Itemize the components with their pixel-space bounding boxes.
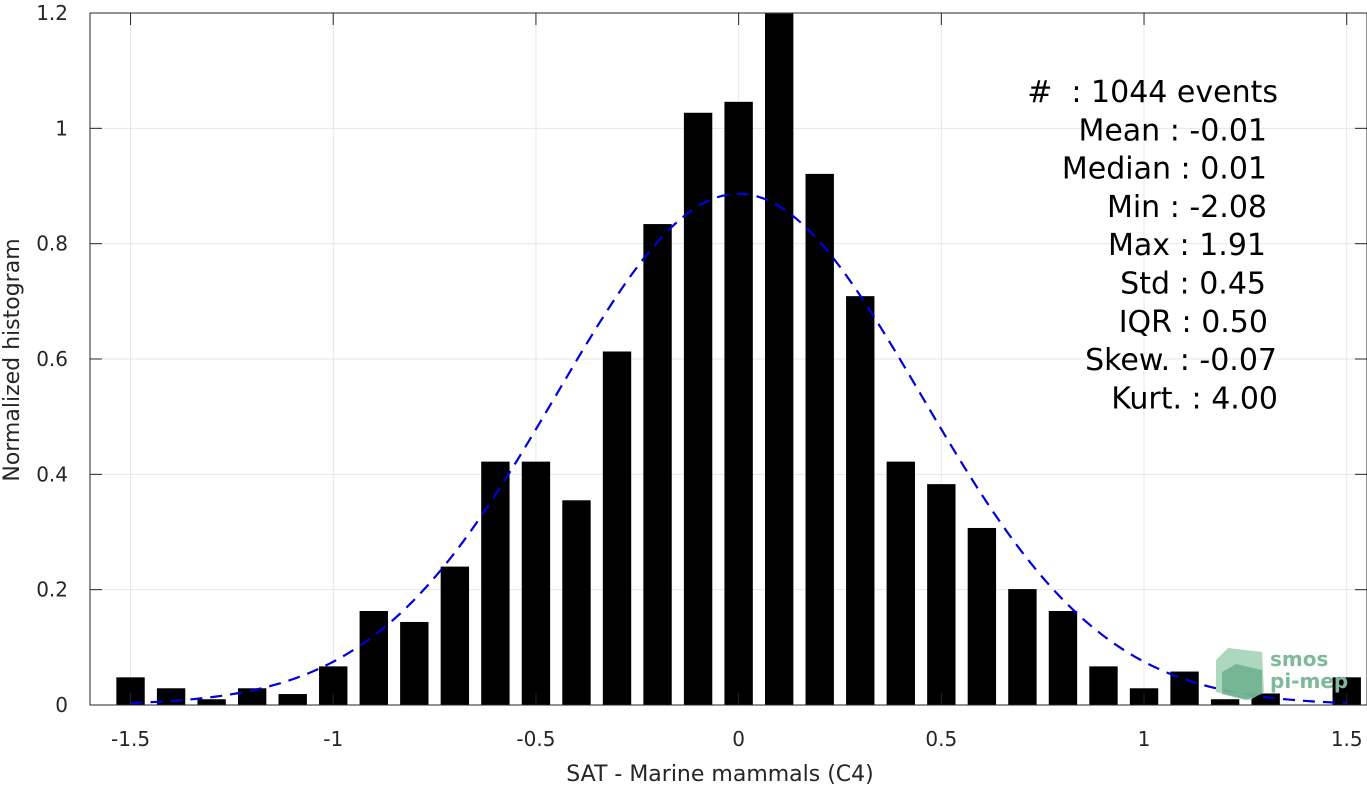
histogram-bar — [359, 611, 388, 705]
logo-mark-shade — [1222, 664, 1262, 700]
histogram-bar — [521, 461, 551, 705]
histogram-bar — [967, 527, 997, 705]
stat-line: Kurt. : 4.00 — [1111, 381, 1278, 416]
x-tick-label: -1 — [323, 727, 343, 751]
stat-line: Min : -2.08 — [1107, 190, 1267, 225]
x-tick-label: 0 — [732, 727, 745, 751]
logo-line1: smos — [1270, 647, 1328, 671]
x-tick-label: 1 — [1138, 727, 1151, 751]
stat-line: IQR : 0.50 — [1119, 305, 1268, 340]
histogram-bar — [562, 500, 591, 705]
histogram-bar — [846, 296, 875, 705]
histogram-bar — [440, 566, 470, 705]
y-tick-label: 1 — [55, 116, 68, 140]
x-tick-label: -0.5 — [516, 727, 555, 751]
x-axis-title: SAT - Marine mammals (C4) — [566, 762, 874, 785]
logo-line2: pi-mep — [1270, 669, 1348, 693]
histogram-bar — [481, 461, 510, 705]
stat-line: Skew. : -0.07 — [1085, 343, 1277, 378]
y-tick-label: 0.8 — [36, 232, 68, 256]
histogram-bar — [764, 13, 794, 706]
histogram-bar — [1048, 611, 1078, 705]
histogram-bar — [805, 173, 834, 705]
y-axis-title: Normalized histogram — [0, 238, 25, 481]
axes — [89, 12, 1367, 706]
stat-line: # : 1044 events — [1027, 75, 1278, 110]
y-tick-label: 0 — [55, 693, 68, 717]
histogram-bar — [1210, 699, 1240, 705]
histogram-bar — [278, 694, 307, 705]
histogram-bar — [1008, 589, 1037, 705]
x-tick-label: 0.5 — [925, 727, 957, 751]
fit-curve-line — [130, 192, 1347, 705]
histogram-bar — [1170, 671, 1199, 705]
x-tick-label: 1.5 — [1331, 727, 1363, 751]
histogram-bar — [1251, 693, 1280, 705]
smos-pimep-logo: smos pi-mep — [1216, 647, 1348, 700]
histogram-bar — [643, 224, 672, 705]
histogram-bar — [886, 461, 915, 705]
y-tick-label: 0.2 — [36, 578, 68, 602]
stat-line: Median : 0.01 — [1062, 152, 1267, 187]
histogram-bar — [237, 688, 267, 705]
y-tick-label: 0.6 — [36, 347, 68, 371]
stat-line: Max : 1.91 — [1108, 228, 1266, 263]
histogram-bar — [602, 351, 632, 705]
histogram-bar — [724, 101, 753, 706]
x-tick-label: -1.5 — [111, 727, 150, 751]
stat-line: Std : 0.45 — [1120, 267, 1266, 302]
gaussian-fit — [130, 192, 1347, 705]
y-tick-label: 1.2 — [36, 1, 68, 25]
histogram-bar — [1089, 666, 1118, 705]
tick-labels: -1.5 -1 -0.5 0 0.5 1 1.5 0 0.2 0.4 0.6 0.8 1 1.2 — [36, 1, 1362, 751]
histogram-bar — [400, 621, 429, 705]
stat-line: Mean : -0.01 — [1078, 113, 1267, 148]
y-tick-label: 0.4 — [36, 462, 68, 486]
histogram-bar — [927, 484, 956, 705]
histogram-bar — [197, 699, 226, 705]
